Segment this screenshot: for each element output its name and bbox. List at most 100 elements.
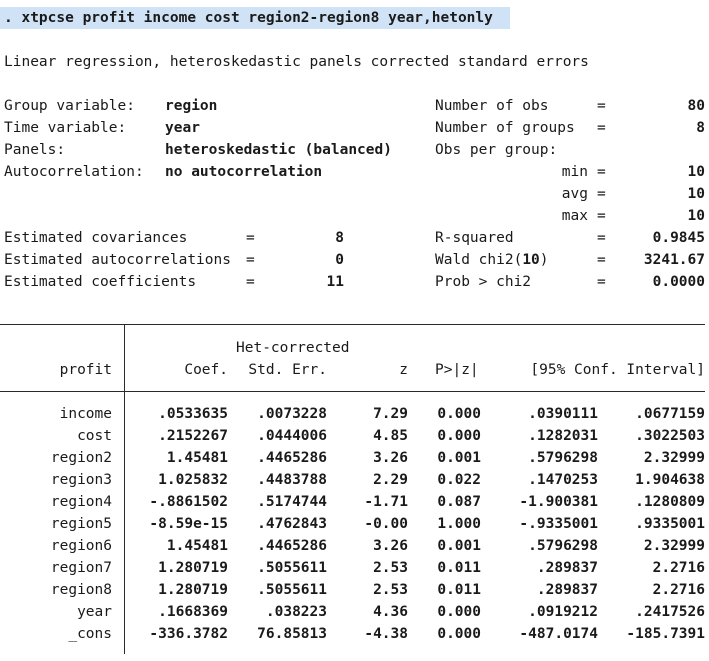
table-header-top: Het-corrected <box>236 340 350 356</box>
row-variable: region4 <box>50 494 112 510</box>
est-coefficients-eq: = <box>246 274 255 290</box>
row-coef: 1.45481 <box>166 538 228 554</box>
command-highlight <box>0 7 510 29</box>
row-z: -4.38 <box>364 626 408 642</box>
row-ci-upper: 2.2716 <box>652 560 705 576</box>
r-squared-eq: = <box>597 230 606 246</box>
prob-chi2-value: 0.0000 <box>652 274 705 290</box>
row-ci-lower: .0390111 <box>528 406 598 422</box>
row-variable: region2 <box>50 450 112 466</box>
row-ci-upper: 2.32999 <box>643 538 705 554</box>
est-coefficients-value: 11 <box>326 274 344 290</box>
row-p: 1.000 <box>437 516 481 532</box>
group-variable-label: Group variable: <box>4 98 135 114</box>
output-title: Linear regression, heteroskedastic panel… <box>4 54 589 70</box>
table-header-rule <box>0 391 705 392</box>
n-obs-value: 80 <box>687 98 705 114</box>
row-variable: cost <box>77 428 112 444</box>
row-p: 0.000 <box>437 626 481 642</box>
row-variable: region6 <box>50 538 112 554</box>
n-groups-value: 8 <box>696 120 705 136</box>
row-std-err: .4762843 <box>257 516 327 532</box>
row-z: 2.29 <box>373 472 408 488</box>
min-eq: = <box>597 164 606 180</box>
row-ci-lower: -487.0174 <box>519 626 598 642</box>
row-std-err: .4465286 <box>257 538 327 554</box>
max-value: 10 <box>687 208 705 224</box>
est-autocorrelations-value: 0 <box>335 252 344 268</box>
row-p: 0.087 <box>437 494 481 510</box>
row-z: -1.71 <box>364 494 408 510</box>
command-line: . xtpcse profit income cost region2-regi… <box>4 10 493 26</box>
row-ci-lower: .5796298 <box>528 450 598 466</box>
time-variable-label: Time variable: <box>4 120 127 136</box>
row-ci-lower: .1470253 <box>528 472 598 488</box>
row-p: 0.022 <box>437 472 481 488</box>
group-variable-value: region <box>165 98 218 114</box>
row-ci-lower: .289837 <box>536 582 598 598</box>
col-z: z <box>399 362 408 378</box>
max-eq: = <box>597 208 606 224</box>
row-std-err: .0444006 <box>257 428 327 444</box>
row-p: 0.000 <box>437 428 481 444</box>
row-std-err: .5055611 <box>257 582 327 598</box>
row-p: 0.011 <box>437 582 481 598</box>
row-z: -0.00 <box>364 516 408 532</box>
row-z: 2.53 <box>373 560 408 576</box>
row-std-err: .038223 <box>265 604 327 620</box>
row-z: 4.36 <box>373 604 408 620</box>
row-coef: .1668369 <box>158 604 228 620</box>
n-groups-eq: = <box>597 120 606 136</box>
row-ci-upper: .2417526 <box>635 604 705 620</box>
col-coef: Coef. <box>184 362 228 378</box>
est-autocorrelations-label: Estimated autocorrelations <box>4 252 231 268</box>
max-label: max <box>561 208 588 224</box>
row-z: 2.53 <box>373 582 408 598</box>
avg-value: 10 <box>687 186 705 202</box>
row-ci-upper: .1280809 <box>635 494 705 510</box>
row-ci-upper: .0677159 <box>635 406 705 422</box>
row-coef: -336.3782 <box>149 626 228 642</box>
est-covariances-label: Estimated covariances <box>4 230 188 246</box>
row-coef: 1.025832 <box>158 472 228 488</box>
row-std-err: .4465286 <box>257 450 327 466</box>
row-ci-lower: .289837 <box>536 560 598 576</box>
est-coefficients-label: Estimated coefficients <box>4 274 197 290</box>
autocorrelation-label: Autocorrelation: <box>4 164 144 180</box>
row-ci-lower: .0919212 <box>528 604 598 620</box>
row-p: 0.001 <box>437 450 481 466</box>
col-std-err: Std. Err. <box>248 362 327 378</box>
prob-chi2-eq: = <box>597 274 606 290</box>
row-p: 0.001 <box>437 538 481 554</box>
row-ci-upper: -185.7391 <box>626 626 705 642</box>
n-obs-eq: = <box>597 98 606 114</box>
prob-chi2-label: Prob > chi2 <box>435 274 532 290</box>
col-conf-interval: [95% Conf. Interval] <box>530 362 705 378</box>
col-p: P>|z| <box>435 362 479 378</box>
row-std-err: .5055611 <box>257 560 327 576</box>
est-autocorrelations-eq: = <box>246 252 255 268</box>
row-z: 3.26 <box>373 538 408 554</box>
row-std-err: .5174744 <box>257 494 327 510</box>
row-std-err: 76.85813 <box>257 626 327 642</box>
row-p: 0.000 <box>437 604 481 620</box>
r-squared-value: 0.9845 <box>652 230 705 246</box>
row-variable: region5 <box>50 516 112 532</box>
row-coef: 1.280719 <box>158 560 228 576</box>
panels-value: heteroskedastic (balanced) <box>165 142 392 158</box>
row-std-err: .4483788 <box>257 472 327 488</box>
row-coef: 1.280719 <box>158 582 228 598</box>
r-squared-label: R-squared <box>435 230 514 246</box>
row-variable: _cons <box>68 626 112 642</box>
row-ci-lower: -1.900381 <box>519 494 598 510</box>
wald-df: 10 <box>522 252 540 268</box>
wald-chi2-eq: = <box>597 252 606 268</box>
row-coef: .0533635 <box>158 406 228 422</box>
row-ci-lower: .1282031 <box>528 428 598 444</box>
row-coef: -.8861502 <box>149 494 228 510</box>
min-value: 10 <box>687 164 705 180</box>
row-ci-upper: 1.904638 <box>635 472 705 488</box>
panels-label: Panels: <box>4 142 66 158</box>
row-ci-upper: 2.32999 <box>643 450 705 466</box>
avg-eq: = <box>597 186 606 202</box>
